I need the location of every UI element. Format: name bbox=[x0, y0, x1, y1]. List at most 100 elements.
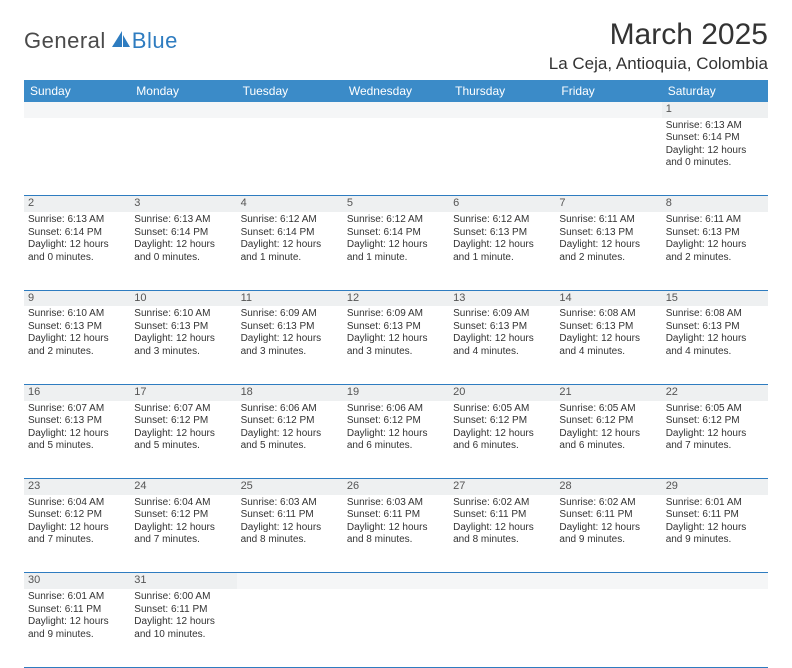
day-cell bbox=[130, 118, 236, 196]
day-number: 5 bbox=[343, 196, 449, 212]
sunset-line: Sunset: 6:11 PM bbox=[134, 604, 232, 617]
day-number: 14 bbox=[555, 290, 661, 306]
day-number: 23 bbox=[24, 479, 130, 495]
daylight-line-1: Daylight: 12 hours bbox=[453, 333, 551, 346]
sunset-line: Sunset: 6:14 PM bbox=[241, 227, 339, 240]
day-cell bbox=[555, 118, 661, 196]
sunrise-line: Sunrise: 6:09 AM bbox=[453, 308, 551, 321]
weekday-header: Saturday bbox=[662, 80, 768, 102]
day-cell: Sunrise: 6:12 AMSunset: 6:14 PMDaylight:… bbox=[343, 212, 449, 290]
day-number: 30 bbox=[24, 573, 130, 589]
sunrise-line: Sunrise: 6:10 AM bbox=[28, 308, 126, 321]
day-cell: Sunrise: 6:09 AMSunset: 6:13 PMDaylight:… bbox=[449, 306, 555, 384]
day-number bbox=[343, 102, 449, 118]
sunset-line: Sunset: 6:11 PM bbox=[28, 604, 126, 617]
logo-sail-icon bbox=[110, 29, 132, 54]
daylight-line-1: Daylight: 12 hours bbox=[134, 428, 232, 441]
daylight-line-2: and 4 minutes. bbox=[453, 346, 551, 359]
sunset-line: Sunset: 6:13 PM bbox=[28, 415, 126, 428]
sunrise-line: Sunrise: 6:09 AM bbox=[347, 308, 445, 321]
day-number: 31 bbox=[130, 573, 236, 589]
daylight-line-2: and 5 minutes. bbox=[28, 440, 126, 453]
daylight-line-2: and 1 minute. bbox=[241, 252, 339, 265]
sunrise-line: Sunrise: 6:06 AM bbox=[241, 403, 339, 416]
day-number bbox=[555, 573, 661, 589]
day-number bbox=[24, 102, 130, 118]
sunset-line: Sunset: 6:13 PM bbox=[453, 321, 551, 334]
day-number: 24 bbox=[130, 479, 236, 495]
day-cell: Sunrise: 6:03 AMSunset: 6:11 PMDaylight:… bbox=[237, 495, 343, 573]
day-number bbox=[662, 573, 768, 589]
sunrise-line: Sunrise: 6:02 AM bbox=[453, 497, 551, 510]
day-cell: Sunrise: 6:04 AMSunset: 6:12 PMDaylight:… bbox=[130, 495, 236, 573]
daylight-line-2: and 6 minutes. bbox=[347, 440, 445, 453]
daylight-line-1: Daylight: 12 hours bbox=[28, 522, 126, 535]
day-cell: Sunrise: 6:13 AMSunset: 6:14 PMDaylight:… bbox=[24, 212, 130, 290]
day-number: 17 bbox=[130, 384, 236, 400]
day-number: 21 bbox=[555, 384, 661, 400]
day-number: 20 bbox=[449, 384, 555, 400]
weekday-header: Thursday bbox=[449, 80, 555, 102]
sunrise-line: Sunrise: 6:12 AM bbox=[453, 214, 551, 227]
week-row: Sunrise: 6:10 AMSunset: 6:13 PMDaylight:… bbox=[24, 306, 768, 384]
daylight-line-2: and 0 minutes. bbox=[134, 252, 232, 265]
title-block: March 2025 La Ceja, Antioquia, Colombia bbox=[549, 18, 768, 74]
sunrise-line: Sunrise: 6:12 AM bbox=[347, 214, 445, 227]
sunrise-line: Sunrise: 6:03 AM bbox=[347, 497, 445, 510]
day-cell: Sunrise: 6:13 AMSunset: 6:14 PMDaylight:… bbox=[662, 118, 768, 196]
daylight-line-1: Daylight: 12 hours bbox=[559, 428, 657, 441]
daylight-line-2: and 9 minutes. bbox=[28, 629, 126, 642]
sunset-line: Sunset: 6:14 PM bbox=[28, 227, 126, 240]
logo: General Blue bbox=[24, 28, 178, 54]
daylight-line-2: and 10 minutes. bbox=[134, 629, 232, 642]
day-number: 1 bbox=[662, 102, 768, 118]
day-number bbox=[343, 573, 449, 589]
logo-text-general: General bbox=[24, 28, 106, 54]
daylight-line-1: Daylight: 12 hours bbox=[28, 333, 126, 346]
day-number: 28 bbox=[555, 479, 661, 495]
sunrise-line: Sunrise: 6:01 AM bbox=[28, 591, 126, 604]
sunset-line: Sunset: 6:12 PM bbox=[559, 415, 657, 428]
sunset-line: Sunset: 6:13 PM bbox=[666, 321, 764, 334]
daynum-row: 1 bbox=[24, 102, 768, 118]
calendar-body: 1 Sunrise: 6:13 AMSunset: 6:14 PMDayligh… bbox=[24, 102, 768, 667]
day-cell: Sunrise: 6:06 AMSunset: 6:12 PMDaylight:… bbox=[343, 401, 449, 479]
sunrise-line: Sunrise: 6:05 AM bbox=[559, 403, 657, 416]
calendar-head: SundayMondayTuesdayWednesdayThursdayFrid… bbox=[24, 80, 768, 102]
day-cell: Sunrise: 6:12 AMSunset: 6:13 PMDaylight:… bbox=[449, 212, 555, 290]
daylight-line-1: Daylight: 12 hours bbox=[241, 428, 339, 441]
sunrise-line: Sunrise: 6:02 AM bbox=[559, 497, 657, 510]
day-cell bbox=[24, 118, 130, 196]
location-text: La Ceja, Antioquia, Colombia bbox=[549, 54, 768, 74]
day-number: 13 bbox=[449, 290, 555, 306]
daylight-line-2: and 4 minutes. bbox=[666, 346, 764, 359]
day-number: 9 bbox=[24, 290, 130, 306]
day-cell: Sunrise: 6:08 AMSunset: 6:13 PMDaylight:… bbox=[662, 306, 768, 384]
daylight-line-2: and 3 minutes. bbox=[347, 346, 445, 359]
header: General Blue March 2025 La Ceja, Antioqu… bbox=[24, 18, 768, 74]
daylight-line-1: Daylight: 12 hours bbox=[134, 333, 232, 346]
day-cell bbox=[449, 589, 555, 667]
sunset-line: Sunset: 6:13 PM bbox=[453, 227, 551, 240]
day-cell: Sunrise: 6:11 AMSunset: 6:13 PMDaylight:… bbox=[662, 212, 768, 290]
day-cell: Sunrise: 6:10 AMSunset: 6:13 PMDaylight:… bbox=[24, 306, 130, 384]
day-cell: Sunrise: 6:04 AMSunset: 6:12 PMDaylight:… bbox=[24, 495, 130, 573]
day-cell bbox=[555, 589, 661, 667]
weekday-header: Friday bbox=[555, 80, 661, 102]
day-cell: Sunrise: 6:02 AMSunset: 6:11 PMDaylight:… bbox=[555, 495, 661, 573]
daylight-line-1: Daylight: 12 hours bbox=[347, 428, 445, 441]
sunset-line: Sunset: 6:12 PM bbox=[347, 415, 445, 428]
sunset-line: Sunset: 6:12 PM bbox=[453, 415, 551, 428]
day-cell: Sunrise: 6:01 AMSunset: 6:11 PMDaylight:… bbox=[24, 589, 130, 667]
day-number: 12 bbox=[343, 290, 449, 306]
day-number bbox=[449, 573, 555, 589]
sunrise-line: Sunrise: 6:13 AM bbox=[134, 214, 232, 227]
sunrise-line: Sunrise: 6:03 AM bbox=[241, 497, 339, 510]
daylight-line-1: Daylight: 12 hours bbox=[347, 522, 445, 535]
sunrise-line: Sunrise: 6:13 AM bbox=[666, 120, 764, 133]
daylight-line-2: and 8 minutes. bbox=[453, 534, 551, 547]
daylight-line-2: and 9 minutes. bbox=[559, 534, 657, 547]
day-number: 15 bbox=[662, 290, 768, 306]
sunset-line: Sunset: 6:13 PM bbox=[241, 321, 339, 334]
daylight-line-1: Daylight: 12 hours bbox=[453, 239, 551, 252]
